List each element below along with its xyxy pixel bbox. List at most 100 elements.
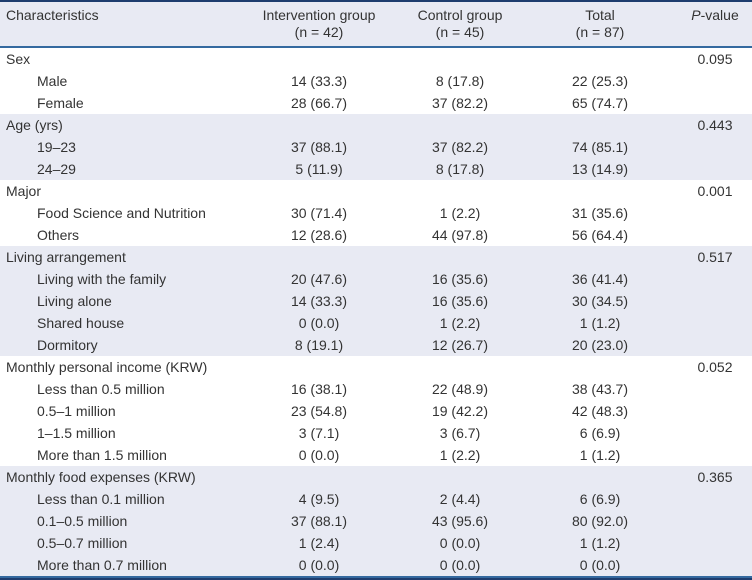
empty-cell (240, 246, 398, 268)
table-row: 0.5–0.7 million 1 (2.4) 0 (0.0) 1 (1.2) (0, 532, 752, 554)
empty-cell (678, 268, 752, 290)
control-cell: 2 (4.4) (398, 488, 522, 510)
total-cell: 6 (6.9) (579, 425, 621, 441)
empty-cell (678, 378, 752, 400)
table-row: 1–1.5 million 3 (7.1) 3 (6.7) 6 (6.9) (0, 422, 752, 444)
total-cell: 42 (48.3) (571, 403, 629, 419)
total-cell: 30 (34.5) (522, 290, 678, 312)
table-row: 24–29 5 (11.9) 8 (17.8) 13 (14.9) (0, 158, 752, 180)
empty-cell (522, 180, 678, 202)
p-value-cell: 0.001 (697, 183, 733, 199)
group-n: (n = 87) (575, 24, 625, 40)
section-header-row: Monthly personal income (KRW) 0.052 (0, 356, 752, 378)
column-header-p-value: P-value (678, 2, 752, 48)
table-row: Male 14 (33.3) 8 (17.8) 22 (25.3) (0, 70, 752, 92)
empty-cell (240, 114, 398, 136)
empty-cell (522, 114, 678, 136)
table-row: Shared house 0 (0.0) 1 (2.2) 1 (1.2) (0, 312, 752, 334)
characteristic-cell: 1–1.5 million (37, 425, 116, 441)
empty-cell (678, 312, 752, 334)
table-body: Sex 0.095 Male 14 (33.3) 8 (17.8) 22 (25.3) Fe… (0, 47, 752, 576)
table-row: 0.5–1 million 23 (54.8) 19 (42.2) 42 (48.3) (0, 400, 752, 422)
group-name: Control group (417, 7, 503, 23)
characteristic-cell: 24–29 (0, 158, 240, 180)
total-cell: 20 (23.0) (522, 334, 678, 356)
intervention-cell: 30 (71.4) (290, 205, 348, 221)
empty-cell (678, 290, 752, 312)
characteristic-cell: Others (37, 227, 80, 243)
group-n: (n = 42) (294, 24, 344, 40)
characteristic-cell: Living with the family (0, 268, 240, 290)
p-value-cell: 0.517 (678, 246, 752, 268)
intervention-cell: 0 (0.0) (240, 312, 398, 334)
control-cell: 22 (48.9) (431, 381, 489, 397)
section-label: Monthly personal income (KRW) (6, 359, 208, 375)
p-italic: P (691, 7, 701, 23)
empty-cell (678, 136, 752, 158)
intervention-cell: 4 (9.5) (240, 488, 398, 510)
empty-cell (522, 246, 678, 268)
group-name: Intervention group (262, 7, 376, 23)
total-cell: 31 (35.6) (571, 205, 629, 221)
control-cell: 16 (35.6) (398, 268, 522, 290)
control-cell: 37 (82.2) (398, 136, 522, 158)
control-cell: 3 (6.7) (439, 425, 481, 441)
total-cell: 13 (14.9) (522, 158, 678, 180)
empty-cell (398, 47, 522, 70)
intervention-cell: 1 (2.4) (240, 532, 398, 554)
intervention-cell: 14 (33.3) (290, 73, 348, 89)
empty-cell (398, 180, 522, 202)
total-cell: 36 (41.4) (522, 268, 678, 290)
total-cell: 1 (1.2) (579, 447, 621, 463)
characteristic-cell: Male (37, 73, 68, 89)
empty-cell (240, 47, 398, 70)
characteristic-cell: 0.5–1 million (37, 403, 116, 419)
table-row: More than 0.7 million 0 (0.0) 0 (0.0) 0 (0.… (0, 554, 752, 576)
control-cell: 12 (26.7) (398, 334, 522, 356)
empty-cell (678, 400, 752, 422)
section-label: Monthly food expenses (KRW) (0, 466, 240, 488)
p-value-cell: 0.095 (697, 51, 733, 67)
characteristic-cell: More than 0.7 million (0, 554, 240, 576)
table-row: Food Science and Nutrition 30 (71.4) 1 (2.… (0, 202, 752, 224)
total-cell: 65 (74.7) (571, 95, 629, 111)
table-row: 0.1–0.5 million 37 (88.1) 43 (95.6) 80 (92.… (0, 510, 752, 532)
characteristic-cell: 0.5–0.7 million (0, 532, 240, 554)
section-label: Major (6, 183, 42, 199)
empty-cell (522, 356, 678, 378)
column-header-characteristics: Characteristics (0, 2, 240, 48)
total-cell: 56 (64.4) (571, 227, 629, 243)
intervention-cell: 37 (88.1) (240, 136, 398, 158)
group-n: (n = 45) (435, 24, 485, 40)
section-label: Sex (6, 51, 31, 67)
characteristic-cell: Less than 0.1 million (0, 488, 240, 510)
total-cell: 38 (43.7) (571, 381, 629, 397)
section-header-row: Monthly food expenses (KRW) 0.365 (0, 466, 752, 488)
column-header-intervention-group: Intervention group (n = 42) (240, 2, 398, 48)
p-value-cell: 0.052 (697, 359, 733, 375)
characteristic-cell: Food Science and Nutrition (37, 205, 206, 221)
control-cell: 0 (0.0) (398, 554, 522, 576)
section-label: Living arrangement (0, 246, 240, 268)
empty-cell (522, 47, 678, 70)
table-row: Dormitory 8 (19.1) 12 (26.7) 20 (23.0) (0, 334, 752, 356)
empty-cell (678, 92, 752, 114)
empty-cell (678, 334, 752, 356)
intervention-cell: 5 (11.9) (240, 158, 398, 180)
column-header-total: Total (n = 87) (522, 2, 678, 48)
section-header-row: Living arrangement 0.517 (0, 246, 752, 268)
empty-cell (398, 246, 522, 268)
total-cell: 6 (6.9) (522, 488, 678, 510)
total-cell: 1 (1.2) (522, 312, 678, 334)
empty-cell (678, 444, 752, 466)
intervention-cell: 8 (19.1) (240, 334, 398, 356)
empty-cell (398, 356, 522, 378)
intervention-cell: 20 (47.6) (240, 268, 398, 290)
intervention-cell: 0 (0.0) (298, 447, 340, 463)
control-cell: 44 (97.8) (431, 227, 489, 243)
column-header-control-group: Control group (n = 45) (398, 2, 522, 48)
intervention-cell: 23 (54.8) (290, 403, 348, 419)
empty-cell (398, 114, 522, 136)
control-cell: 1 (2.2) (439, 205, 481, 221)
